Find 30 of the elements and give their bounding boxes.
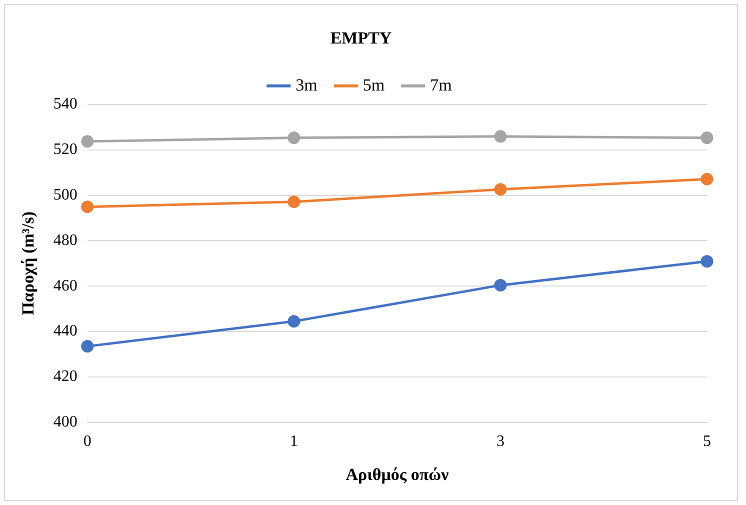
- point: [288, 315, 300, 328]
- point: [288, 196, 300, 208]
- point: [81, 340, 94, 353]
- point: [494, 130, 507, 143]
- x-axis-title: Αριθμός οπών: [346, 465, 450, 484]
- y-tick-label: 460: [53, 277, 78, 294]
- point: [700, 255, 714, 268]
- y-tick-label: 420: [53, 368, 78, 386]
- legend-label: 7m: [430, 75, 452, 94]
- y-axis-title: Παροχή (m³/s): [18, 212, 38, 316]
- y-tick-label: 440: [53, 322, 78, 340]
- chart-title: EMPTY: [330, 28, 392, 48]
- legend-label: 5m: [362, 75, 385, 94]
- y-tick-label: 480: [53, 232, 78, 249]
- point: [494, 278, 507, 292]
- x-tick-label: 0: [83, 433, 92, 450]
- point: [81, 135, 94, 148]
- y-tick-label: 540: [53, 96, 78, 113]
- legend-label: 3m: [296, 75, 318, 94]
- y-tick-label: 500: [53, 186, 78, 204]
- x-tick-label: 5: [703, 433, 711, 450]
- point: [700, 132, 714, 144]
- y-tick-label: 520: [53, 141, 78, 158]
- point: [81, 200, 94, 214]
- point: [288, 132, 300, 144]
- x-tick-label: 3: [496, 433, 504, 450]
- x-tick-label: 1: [290, 433, 298, 450]
- point: [494, 183, 507, 196]
- point: [700, 172, 714, 186]
- y-tick-label: 400: [53, 414, 78, 431]
